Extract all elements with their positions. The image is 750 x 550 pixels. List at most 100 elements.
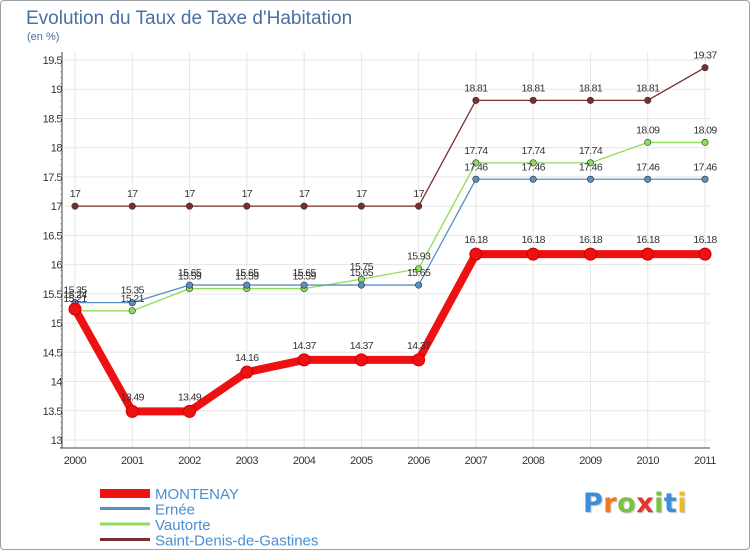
data-point-saint-denis-de-gastines: [586, 96, 594, 104]
data-label-ernee: 15.65: [350, 267, 374, 279]
data-point-ernee: [472, 175, 480, 183]
chart-subtitle: (en %): [27, 31, 59, 43]
data-label-montenay: 16.18: [693, 234, 717, 246]
data-label-vautorte: 15.21: [121, 293, 145, 305]
data-point-montenay: [526, 247, 540, 261]
data-point-ernee: [586, 175, 594, 183]
data-label-vautorte: 17.74: [522, 145, 546, 157]
data-labels: 17 17 17 17 17 17 17 18.81 18.81 18.81 18.81 19.37 1…: [63, 50, 718, 404]
data-point-montenay: [412, 353, 426, 367]
data-point-montenay: [68, 302, 82, 316]
data-point-vautorte: [586, 159, 594, 167]
data-label-vautorte: 15.21: [63, 293, 87, 305]
data-point-saint-denis-de-gastines: [529, 96, 537, 104]
data-point-vautorte: [529, 159, 537, 167]
data-label-vautorte: 17.74: [464, 145, 488, 157]
data-point-montenay: [698, 247, 712, 261]
y-tick-label: 15: [51, 318, 63, 330]
data-point-ernee: [300, 281, 308, 289]
logo-letter: P: [583, 488, 604, 519]
data-label-ernee: 15.65: [407, 267, 431, 279]
y-tick-label: 17.5: [43, 172, 63, 184]
data-point-montenay: [297, 353, 311, 367]
data-label-vautorte: 15.75: [350, 261, 374, 273]
legend-label: Saint-Denis-de-Gastines: [155, 533, 318, 550]
data-point-saint-denis-de-gastines: [701, 64, 709, 72]
data-label-montenay: 13.49: [121, 391, 145, 403]
data-label-vautorte: 15.59: [178, 271, 202, 283]
y-tick-label: 17: [51, 201, 63, 213]
data-label-montenay: 14.37: [292, 340, 316, 352]
y-tick-label: 13.5: [43, 406, 63, 418]
data-point-saint-denis-de-gastines: [357, 202, 365, 210]
data-label-ernee: 17.46: [522, 161, 546, 173]
x-tick-label: 2007: [465, 455, 488, 467]
data-label-vautorte: 15.59: [235, 271, 259, 283]
data-point-montenay: [183, 404, 197, 418]
data-label-montenay: 16.18: [464, 234, 488, 246]
data-point-saint-denis-de-gastines: [243, 202, 251, 210]
data-point-montenay: [469, 247, 483, 261]
data-label-vautorte: 18.09: [693, 124, 717, 136]
logo-letter: i: [654, 488, 664, 519]
data-label-ernee: 15.35: [63, 285, 87, 297]
series-line-saint-denis-de-gastines: [75, 67, 706, 207]
x-tick-label: 2003: [236, 455, 259, 467]
data-point-montenay: [125, 404, 139, 418]
series-line-vautorte: [75, 141, 705, 312]
data-label-montenay: 16.18: [522, 234, 546, 246]
data-label-saint-denis-de-gastines: 17: [184, 188, 195, 200]
grid: [65, 52, 710, 448]
data-point-ernee: [415, 281, 423, 289]
data-label-ernee: 17.46: [636, 161, 660, 173]
y-tick-label: 16: [51, 260, 63, 272]
data-point-saint-denis-de-gastines: [128, 202, 136, 210]
data-point-saint-denis-de-gastines: [186, 202, 194, 210]
data-point-saint-denis-de-gastines: [71, 202, 79, 210]
y-tick-label: 14.5: [43, 347, 63, 359]
x-tick-label: 2011: [694, 455, 716, 467]
x-tick-label: 2002: [178, 455, 201, 467]
data-label-saint-denis-de-gastines: 17: [299, 188, 310, 200]
data-point-ernee: [186, 281, 194, 289]
data-label-ernee: 17.46: [693, 161, 717, 173]
data-label-saint-denis-de-gastines: 17: [127, 188, 138, 200]
data-label-ernee: 15.65: [235, 267, 259, 279]
data-label-saint-denis-de-gastines: 17: [242, 188, 253, 200]
data-label-montenay: 13.49: [178, 391, 202, 403]
data-point-ernee: [701, 175, 709, 183]
data-label-saint-denis-de-gastines: 18.81: [579, 82, 603, 94]
data-label-ernee: 15.65: [178, 267, 202, 279]
legend-label: MONTENAY: [155, 486, 239, 503]
series-line-montenay: [71, 250, 709, 416]
y-tick-label: 19.5: [43, 55, 63, 67]
data-label-saint-denis-de-gastines: 18.81: [522, 82, 546, 94]
data-label-montenay: 14.16: [235, 352, 259, 364]
data-label-ernee: 17.46: [464, 161, 488, 173]
data-point-ernee: [128, 299, 136, 307]
data-label-vautorte: 18.09: [636, 124, 660, 136]
data-label-saint-denis-de-gastines: 19.37: [693, 50, 717, 62]
data-label-saint-denis-de-gastines: 17: [413, 188, 424, 200]
data-label-montenay: 16.18: [636, 234, 660, 246]
data-point-vautorte: [128, 307, 136, 315]
data-point-ernee: [243, 281, 251, 289]
logo-letter: o: [617, 488, 637, 519]
data-label-vautorte: 17.74: [579, 145, 603, 157]
data-point-ernee: [644, 175, 652, 183]
x-tick-label: 2006: [407, 455, 430, 467]
y-tick-label: 15.5: [43, 289, 63, 301]
logo-letter: r: [603, 488, 618, 519]
data-point-saint-denis-de-gastines: [300, 202, 308, 210]
legend-swatch: [100, 489, 150, 498]
logo-letter: i: [677, 488, 688, 519]
data-point-saint-denis-de-gastines: [644, 96, 652, 104]
proxiti-logo: Proxiti: [583, 488, 687, 519]
x-tick-label: 2000: [64, 455, 87, 467]
data-label-ernee: 15.35: [121, 285, 145, 297]
y-tick-label: 18.5: [43, 113, 63, 125]
data-point-ernee: [529, 175, 537, 183]
data-point-montenay: [240, 365, 254, 379]
